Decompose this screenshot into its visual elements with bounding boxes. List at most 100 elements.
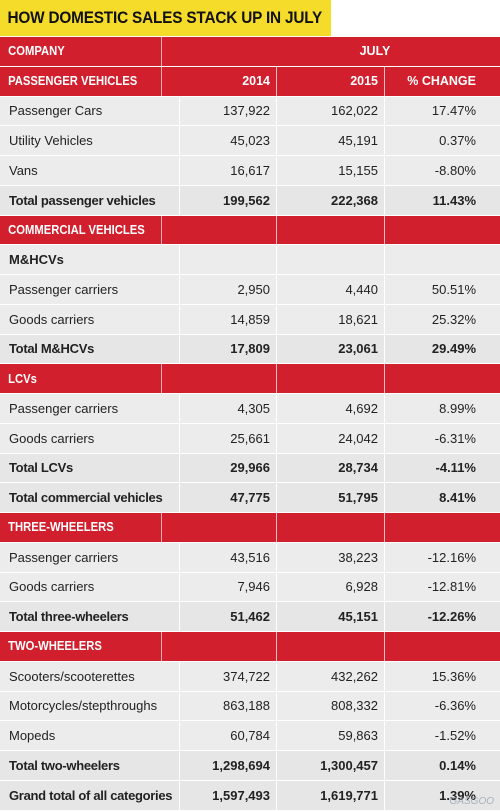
value-2015: 6,928 [277, 572, 385, 602]
table-row: Passenger Cars 137,922 162,022 17.47% [0, 96, 500, 127]
value-2014: 374,722 [180, 661, 277, 691]
value-2014: 17,809 [180, 334, 277, 364]
row-label: Passenger carriers [0, 275, 180, 304]
watermark-logo: GASGOO [449, 796, 494, 807]
row-label: Goods carriers [0, 304, 180, 334]
value-2014: 863,188 [180, 691, 277, 721]
month-header: JULY [359, 44, 391, 59]
value-2014: 16,617 [180, 156, 277, 185]
value-2015: 51,795 [277, 483, 385, 512]
row-label: PASSENGER VEHICLES [0, 66, 162, 96]
section-header-row: THREE-WHEELERS [0, 513, 500, 543]
section-header-row: COMMERCIAL VEHICLES [0, 215, 500, 246]
value-2014: 43,516 [180, 542, 277, 572]
value-2014: 4,305 [180, 394, 277, 423]
percent-change: -12.16% [427, 549, 476, 565]
table-header-row: COMPANY JULY [0, 37, 500, 67]
row-label: Total three-wheelers [0, 602, 180, 631]
percent-change: -6.31% [434, 430, 476, 446]
percent-change: -1.52% [434, 728, 476, 744]
table-body: PASSENGER VEHICLES 2014 2015 % CHANGE Passen… [0, 66, 500, 811]
value-2014: 51,462 [180, 602, 277, 631]
percent-change: 8.99% [439, 400, 476, 416]
section-header-row: LCVs [0, 364, 500, 394]
percent-change: 15.36% [431, 668, 476, 684]
row-label: Scooters/scooterettes [0, 661, 180, 691]
value-2015: 45,151 [277, 602, 385, 631]
table-row: Goods carriers 14,859 18,621 25.32% [0, 304, 500, 335]
value-2014: 199,562 [180, 185, 277, 215]
total-row: Total M&HCVs 17,809 23,061 29.49% [0, 334, 500, 365]
value-2014: 14,859 [180, 304, 277, 334]
percent-change: % CHANGE [407, 74, 476, 89]
row-label: COMMERCIAL VEHICLES [0, 215, 162, 245]
value-2014: 1,597,493 [180, 780, 277, 810]
row-label: THREE-WHEELERS [0, 513, 162, 542]
value-2014: 1,298,694 [180, 751, 277, 780]
value-2015: 38,223 [277, 542, 385, 572]
row-label: Total passenger vehicles [0, 185, 180, 215]
table-row: Passenger carriers 2,950 4,440 50.51% [0, 275, 500, 305]
value-2014 [180, 513, 277, 542]
value-2015: 1,619,771 [277, 780, 385, 810]
row-label: Goods carriers [0, 572, 180, 602]
percent-change: -12.81% [427, 579, 476, 595]
row-label: M&HCVs [0, 245, 180, 274]
table-row: Passenger carriers 4,305 4,692 8.99% [0, 394, 500, 424]
value-2015: 15,155 [277, 156, 385, 185]
table-row: M&HCVs [0, 245, 500, 275]
value-2015: 23,061 [277, 334, 385, 364]
value-2014: 29,966 [180, 453, 277, 483]
value-2014: 60,784 [180, 721, 277, 750]
value-2015: 59,863 [277, 721, 385, 750]
value-2015: 28,734 [277, 453, 385, 483]
value-2014: 2014 [180, 66, 277, 96]
percent-change: -6.36% [434, 698, 476, 714]
percent-change: -4.11% [435, 460, 476, 476]
percent-change: 8.41% [439, 490, 476, 506]
section-header-row: PASSENGER VEHICLES 2014 2015 % CHANGE [0, 66, 500, 97]
value-2015: 4,440 [277, 275, 385, 304]
value-2015: 432,262 [277, 661, 385, 691]
table-row: Goods carriers 25,661 24,042 -6.31% [0, 423, 500, 454]
value-2015: 4,692 [277, 394, 385, 423]
table-row: Vans 16,617 15,155 -8.80% [0, 156, 500, 186]
table-row: Motorcycles/stepthroughs 863,188 808,332 -6… [0, 691, 500, 722]
row-label: Passenger Cars [0, 96, 180, 126]
row-label: Total two-wheelers [0, 751, 180, 780]
value-2014: 25,661 [180, 423, 277, 453]
value-2015 [277, 513, 385, 542]
table-row: Scooters/scooterettes 374,722 432,262 15.36… [0, 661, 500, 692]
value-2014 [180, 245, 277, 274]
value-2015: 222,368 [277, 185, 385, 215]
value-2015: 1,300,457 [277, 751, 385, 780]
value-2015: 2015 [277, 66, 385, 96]
value-2014 [180, 215, 277, 245]
row-label: Motorcycles/stepthroughs [0, 691, 180, 721]
percent-change: 0.14% [439, 757, 476, 773]
total-row: Total commercial vehicles 47,775 51,795 8.4… [0, 483, 500, 513]
value-2015 [277, 632, 385, 661]
percent-change: 25.32% [431, 311, 476, 327]
value-2015: 24,042 [277, 423, 385, 453]
row-label: Vans [0, 156, 180, 185]
row-label: Total M&HCVs [0, 334, 180, 364]
percent-change: 11.43% [432, 192, 476, 208]
value-2015: 18,621 [277, 304, 385, 334]
value-2015 [277, 215, 385, 245]
value-2014: 45,023 [180, 126, 277, 155]
total-row: Total three-wheelers 51,462 45,151 -12.26% [0, 602, 500, 632]
row-label: Utility Vehicles [0, 126, 180, 155]
row-label: Total LCVs [0, 453, 180, 483]
value-2014: 137,922 [180, 96, 277, 126]
value-2015: 162,022 [277, 96, 385, 126]
table-row: Goods carriers 7,946 6,928 -12.81% [0, 572, 500, 603]
page-title: HOW DOMESTIC SALES STACK UP IN JULY [0, 0, 332, 36]
row-label: Goods carriers [0, 423, 180, 453]
row-label: Passenger carriers [0, 394, 180, 423]
sales-table: COMPANY JULY PASSENGER VEHICLES 2014 2015%… [0, 37, 500, 811]
row-label: Mopeds [0, 721, 180, 750]
percent-change: 0.37% [439, 133, 476, 149]
percent-change: 50.51% [431, 281, 476, 297]
